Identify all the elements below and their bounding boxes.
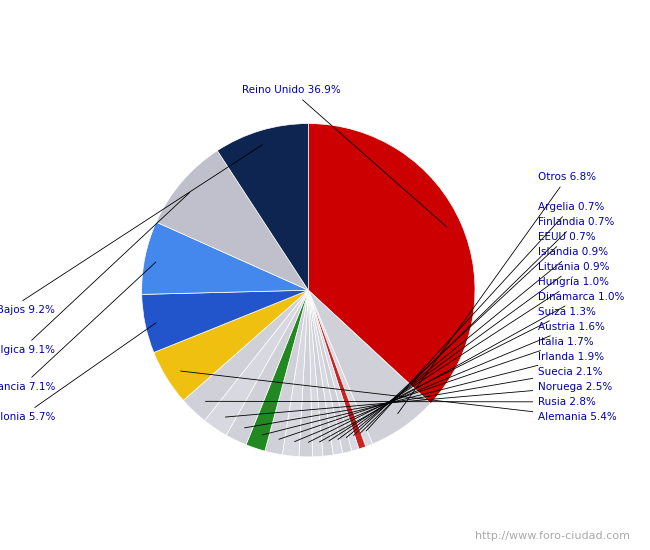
Text: Francia 7.1%: Francia 7.1% [0,262,156,392]
Text: Argelia 0.7%: Argelia 0.7% [366,202,604,431]
Wedge shape [308,290,352,453]
Text: Suecia 2.1%: Suecia 2.1% [244,367,603,428]
Text: Italia 1.7%: Italia 1.7% [279,337,594,439]
Wedge shape [142,290,308,353]
Wedge shape [308,290,343,455]
Wedge shape [308,290,366,449]
Wedge shape [299,290,313,457]
Text: Rusia 2.8%: Rusia 2.8% [205,397,596,407]
Wedge shape [265,290,308,455]
Wedge shape [308,290,430,444]
Text: Dinamarca 1.0%: Dinamarca 1.0% [319,292,625,442]
Wedge shape [226,290,308,445]
Wedge shape [308,290,333,456]
Wedge shape [308,124,475,404]
Text: Islandia 0.9%: Islandia 0.9% [346,247,608,438]
Wedge shape [308,290,372,447]
Text: Hungría 1.0%: Hungría 1.0% [329,277,609,441]
Wedge shape [308,290,323,457]
Wedge shape [308,290,359,451]
Text: Austria 1.6%: Austria 1.6% [294,322,605,442]
Wedge shape [154,290,308,400]
Text: Lituania 0.9%: Lituania 0.9% [338,262,610,439]
Text: Noruega 2.5%: Noruega 2.5% [226,382,612,417]
Wedge shape [217,124,308,290]
Wedge shape [183,290,308,421]
Wedge shape [156,151,308,290]
Wedge shape [246,290,308,451]
Wedge shape [142,222,308,294]
Text: EEUU 0.7%: EEUU 0.7% [354,232,596,436]
Text: Otros 6.8%: Otros 6.8% [398,172,597,414]
Text: Alemania 5.4%: Alemania 5.4% [181,371,617,422]
Text: Bélgica 9.1%: Bélgica 9.1% [0,192,190,355]
Wedge shape [205,290,308,435]
Text: Finlandia 0.7%: Finlandia 0.7% [360,217,615,433]
Text: Irlanda 1.9%: Irlanda 1.9% [262,352,604,435]
Text: http://www.foro-ciudad.com: http://www.foro-ciudad.com [476,531,630,541]
Text: Países Bajos 9.2%: Países Bajos 9.2% [0,145,263,316]
Text: Suiza 1.3%: Suiza 1.3% [308,307,596,442]
Wedge shape [282,290,308,456]
Text: Polonia 5.7%: Polonia 5.7% [0,323,156,422]
Text: Reino Unido 36.9%: Reino Unido 36.9% [242,85,447,227]
Text: Finestrat - Turistas extranjeros según país - Abril de 2024: Finestrat - Turistas extranjeros según p… [77,13,573,29]
